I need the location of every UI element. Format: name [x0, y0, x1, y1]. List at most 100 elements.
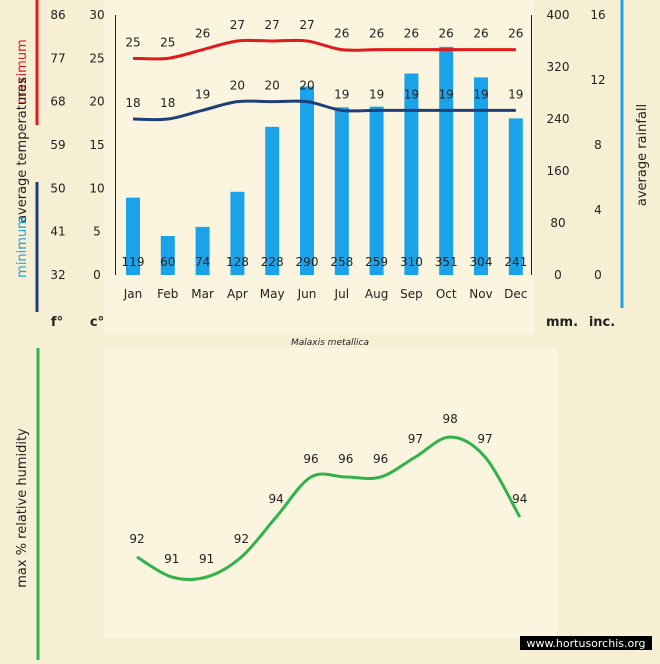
rainfall-bar	[439, 46, 454, 275]
rainfall-value-label: 119	[122, 255, 145, 269]
humidity-value-label: 94	[512, 492, 527, 506]
rainfall-bar	[265, 126, 280, 275]
month-tick-label: Mar	[191, 287, 214, 301]
watermark-text: www.hortusorchis.org	[526, 637, 645, 650]
maximum-value-label: 26	[508, 27, 523, 41]
watermark-bg	[520, 636, 652, 650]
c-tick-label: 25	[89, 51, 104, 65]
f-tick-label: 77	[50, 51, 65, 65]
month-tick-label: Oct	[436, 287, 457, 301]
maximum-value-label: 25	[125, 35, 140, 49]
maximum-value-label: 27	[265, 18, 280, 32]
f-tick-label: 50	[50, 181, 65, 195]
rainfall-value-label: 128	[226, 255, 249, 269]
rainfall-value-label: 351	[435, 255, 458, 269]
month-tick-label: Sep	[400, 287, 423, 301]
maximum-value-label: 26	[473, 27, 488, 41]
month-tick-labels: Jan Feb Mar Apr May Jun Jul Aug Sep Oct Nov Dec	[123, 287, 528, 301]
maximum-value-label: 26	[195, 27, 210, 41]
rainfall-bar	[300, 86, 314, 275]
minimum-value-label: 20	[230, 79, 245, 93]
humidity-line	[136, 435, 522, 581]
c-tick-label: 20	[89, 95, 104, 109]
rainfall-value-label: 304	[470, 255, 493, 269]
month-tick-label: Nov	[469, 287, 492, 301]
month-tick-label: Jan	[123, 287, 143, 301]
temperature-lines: 25 25 26 27 27 27 26 26 26 26 26 26 18 18 19 20 20 20 19 19…	[125, 18, 523, 122]
rainfall-bar	[369, 106, 384, 276]
temp-axis-ticks: 86 30 77 25 68 20 59 15 50 10 41 5 32 0	[50, 8, 104, 282]
humidity-value-label: 96	[373, 452, 388, 466]
humidity-value-label: 91	[199, 552, 214, 566]
humidity-series: 92 91 91 92 94 96 96 96 97 98 97 94	[129, 412, 527, 581]
maximum-value-label: 26	[334, 27, 349, 41]
rainfall-bar	[126, 197, 140, 275]
humidity-chart-panel	[104, 348, 557, 638]
inc-tick-label: 8	[594, 138, 602, 152]
rainfall-value-label: 310	[400, 255, 423, 269]
minimum-value-label: 18	[125, 96, 140, 110]
minimum-label: minimum	[15, 216, 30, 278]
minimum-temperature-line	[132, 99, 516, 122]
minimum-value-label: 19	[439, 87, 454, 101]
mm-tick-label: 0	[554, 268, 562, 282]
minimum-value-label: 20	[299, 79, 314, 93]
maximum-value-label: 26	[369, 27, 384, 41]
rainfall-bar	[230, 191, 245, 275]
mm-tick-label: 240	[547, 112, 570, 126]
rainfall-value-label: 241	[504, 255, 527, 269]
minimum-value-label: 19	[404, 87, 419, 101]
rainfall-bar	[474, 77, 488, 276]
minimum-value-label: 20	[265, 79, 280, 93]
c-tick-label: 15	[89, 138, 104, 152]
unit-inc: inc.	[589, 315, 615, 330]
humidity-value-label: 92	[129, 532, 144, 546]
inc-tick-label: 16	[590, 8, 605, 22]
rainfall-bars: 119 60 74 128 228 290 258 259 310 351 304 241	[122, 46, 527, 276]
humidity-value-label: 97	[408, 432, 423, 446]
rainfall-bar	[334, 107, 349, 275]
mm-tick-label: 160	[547, 164, 570, 178]
maximum-temperature-line	[132, 38, 516, 61]
inc-tick-label: 4	[594, 203, 602, 217]
humidity-axis-label: max % relative humidity	[15, 428, 30, 588]
minimum-value-label: 19	[508, 87, 523, 101]
unit-f: f°	[51, 315, 63, 330]
maximum-value-label: 26	[439, 27, 454, 41]
minimum-value-label: 18	[160, 96, 175, 110]
mm-tick-label: 400	[547, 8, 570, 22]
inc-tick-label: 0	[594, 268, 602, 282]
month-tick-label: May	[260, 287, 285, 301]
humidity-value-label: 91	[164, 552, 179, 566]
mm-tick-label: 320	[547, 60, 570, 74]
maximum-value-label: 27	[299, 18, 314, 32]
f-tick-label: 32	[50, 268, 65, 282]
humidity-value-label: 94	[269, 492, 284, 506]
f-tick-label: 86	[50, 8, 65, 22]
month-tick-label: Aug	[365, 287, 388, 301]
humidity-value-label: 96	[338, 452, 353, 466]
rainfall-bar	[404, 73, 419, 275]
month-tick-label: Jun	[297, 287, 317, 301]
f-tick-label: 59	[50, 138, 65, 152]
rainfall-value-label: 258	[330, 255, 353, 269]
f-tick-label: 68	[50, 95, 65, 109]
minimum-value-label: 19	[195, 87, 210, 101]
minimum-value-label: 19	[473, 87, 488, 101]
chart-title: Malaxis metallica	[291, 338, 369, 348]
c-tick-label: 30	[89, 8, 104, 22]
c-tick-label: 10	[89, 181, 104, 195]
c-tick-label: 5	[93, 225, 101, 239]
humidity-value-label: 92	[234, 532, 249, 546]
rain-axis-ticks: 400 320 240 160 80 0 16 12 8 4 0	[547, 8, 606, 282]
month-tick-label: Jul	[334, 287, 349, 301]
mm-tick-label: 80	[550, 216, 565, 230]
rainfall-value-label: 74	[195, 255, 210, 269]
maximum-value-label: 25	[160, 35, 175, 49]
rainfall-value-label: 259	[365, 255, 388, 269]
rainfall-value-label: 228	[261, 255, 284, 269]
unit-mm: mm.	[546, 315, 578, 330]
inc-tick-label: 12	[590, 73, 605, 87]
